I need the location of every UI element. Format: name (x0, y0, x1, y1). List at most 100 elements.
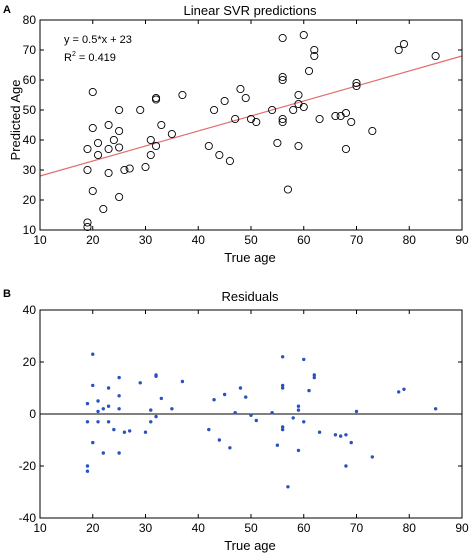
chart-b-point (402, 387, 406, 391)
chart-b-xtick-label: 40 (192, 521, 206, 535)
chart-a-point (115, 105, 124, 115)
chart-a-point (146, 150, 155, 160)
chart-a-point (399, 39, 409, 49)
chart-a-xtick-label: 10 (33, 233, 47, 247)
chart-a-point (220, 96, 229, 106)
chart-b-point (85, 401, 90, 406)
chart-b-point (296, 404, 301, 408)
chart-b-point (296, 448, 301, 453)
chart-b-point (254, 418, 258, 423)
chart-a-point (273, 138, 282, 148)
chart-b-point (96, 420, 100, 424)
chart-a-point (294, 141, 303, 151)
chart-b-point (244, 395, 248, 399)
chart-b-point (96, 399, 100, 403)
chart-b-point (354, 409, 359, 414)
chart-b-ytick-label: -20 (19, 459, 37, 473)
chart-a-point (88, 186, 97, 196)
chart-b-point (122, 430, 127, 434)
chart-a-point (341, 108, 351, 118)
chart-b-xtick-label: 30 (139, 521, 153, 535)
chart-a-point (151, 95, 161, 104)
chart-b-point (117, 375, 121, 380)
chart-a-point (115, 192, 124, 202)
chart-b-point (280, 427, 285, 432)
chart-a-ytick-label: 50 (23, 103, 37, 117)
chart-a-point (167, 129, 176, 139)
chart-a-ytick-label: 60 (23, 73, 37, 87)
chart-b-point (106, 420, 111, 424)
chart-b-point (127, 429, 132, 433)
chart-a-point (104, 168, 113, 178)
chart-a-point (278, 117, 287, 127)
chart-a-equation: y = 0.5*x + 23 (64, 34, 132, 46)
chart-b-marks (40, 352, 462, 489)
chart-a-point (299, 102, 308, 112)
chart-a-r2-exp: 2 (72, 51, 76, 58)
chart-a-marks (39, 30, 463, 232)
chart-b-point (149, 408, 153, 412)
chart-a-point (204, 141, 213, 151)
panel-b-letter: B (3, 288, 11, 300)
chart-a-xtick-label: 60 (297, 233, 311, 247)
chart-a-r2-value: = 0.419 (76, 52, 116, 64)
chart-b-point (344, 464, 348, 468)
chart-a-ylabel: Predicted Age (8, 80, 23, 161)
chart-a-point (294, 99, 303, 109)
chart-b-point (249, 413, 253, 417)
chart-b-xtick-label: 80 (403, 521, 417, 535)
chart-a-point (368, 126, 377, 136)
chart-b-xtick-label: 70 (350, 521, 364, 535)
chart-a-point (352, 78, 361, 88)
chart-b-point (159, 396, 164, 401)
chart-a-point (252, 117, 261, 127)
chart-b-point (96, 409, 100, 414)
chart-a-point (299, 30, 308, 40)
chart-a-point (88, 123, 97, 133)
chart-a-r2-base: R (64, 52, 72, 64)
chart-b-point (154, 374, 158, 378)
chart-a-point (136, 105, 145, 115)
chart-a-point (93, 138, 103, 148)
chart-a-point (241, 93, 250, 103)
chart-b-point (143, 430, 148, 434)
chart-b-point (291, 416, 295, 420)
chart-a-point (157, 120, 166, 130)
chart-b-ytick-label: 20 (23, 355, 37, 369)
chart-a-xtick-label: 90 (455, 233, 469, 247)
chart-b-point (286, 485, 290, 489)
chart-b-xtick-label: 60 (297, 521, 311, 535)
chart-a-point (278, 72, 287, 82)
chart-a-ytick-label: 10 (23, 223, 37, 237)
chart-a-xtick-label: 80 (403, 233, 417, 247)
chart-b-point (222, 392, 227, 397)
chart-a-xtick-label: 50 (244, 233, 258, 247)
chart-b-point (85, 469, 90, 473)
chart-b-point (207, 427, 211, 432)
chart-a-point (141, 162, 150, 172)
chart-b-point (106, 404, 111, 408)
chart-a-point (120, 165, 129, 175)
panel-a-letter: A (3, 4, 11, 16)
chart-a-ytick-label: 70 (23, 43, 37, 57)
chart-b-point (138, 381, 142, 385)
chart-b-point (270, 411, 274, 415)
chart-a-point (268, 105, 277, 115)
chart-b-point (238, 386, 243, 390)
chart-b-point (338, 434, 343, 438)
chart-a-point (278, 33, 287, 43)
chart-b-point (280, 355, 285, 359)
chart-b-point (317, 430, 322, 434)
chart-a-point (225, 156, 234, 166)
chart-b-point (312, 373, 316, 377)
chart-a-title: Linear SVR predictions (184, 3, 317, 18)
chart-a-point (93, 150, 103, 160)
chart-a-fit-line (39, 55, 463, 177)
chart-b-xtick-label: 10 (33, 521, 47, 535)
chart-b-point (275, 443, 280, 447)
chart-b-point (101, 407, 106, 411)
chart-b-point (344, 433, 348, 437)
chart-b-point (149, 420, 153, 424)
chart-b-point (170, 407, 174, 411)
